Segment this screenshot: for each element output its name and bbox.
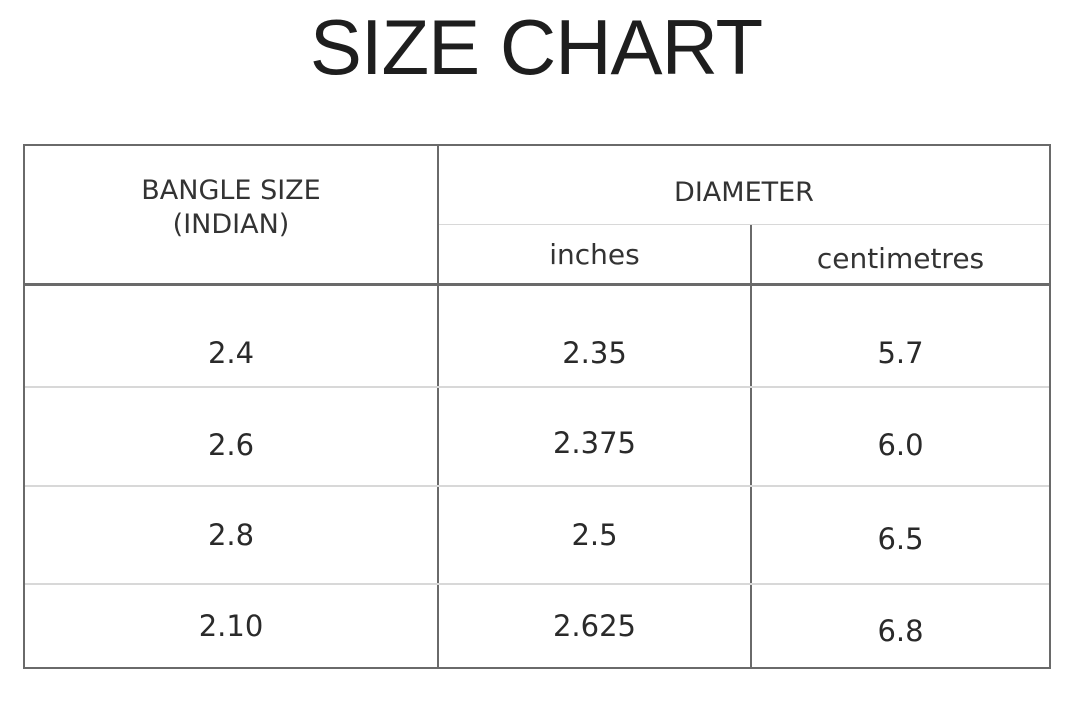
header-divider — [25, 283, 1049, 286]
header-centimetres: centimetres — [816, 242, 985, 275]
size-chart-table: BANGLE SIZE (INDIAN) DIAMETER inches cen… — [23, 144, 1051, 669]
header-diameter: DIAMETER — [674, 177, 814, 208]
cell-size: 2.10 — [198, 609, 264, 643]
cell-size: 2.8 — [207, 518, 255, 552]
cell-size: 2.4 — [207, 336, 255, 370]
cell-cm: 6.5 — [877, 522, 924, 556]
cell-inches: 2.625 — [552, 609, 637, 643]
cell-size: 2.6 — [207, 428, 255, 462]
header-subdivider — [439, 224, 1049, 225]
cell-cm: 5.7 — [877, 336, 924, 370]
cell-cm: 6.0 — [877, 428, 924, 462]
cell-cm: 6.8 — [877, 614, 924, 648]
header-size-line1: BANGLE SIZE — [141, 175, 321, 206]
cell-inches: 2.5 — [571, 518, 618, 552]
cell-inches: 2.375 — [552, 426, 637, 460]
header-bangle-size: BANGLE SIZE (INDIAN) — [25, 174, 437, 242]
cell-inches: 2.35 — [562, 336, 627, 370]
header-size-line2: (INDIAN) — [172, 209, 290, 240]
page-title: SIZE CHART — [309, 3, 763, 91]
row-divider — [25, 386, 1049, 388]
column-divider — [437, 146, 439, 667]
header-inches: inches — [549, 238, 640, 271]
column-divider — [750, 225, 752, 667]
row-divider — [25, 583, 1049, 585]
row-divider — [25, 485, 1049, 487]
